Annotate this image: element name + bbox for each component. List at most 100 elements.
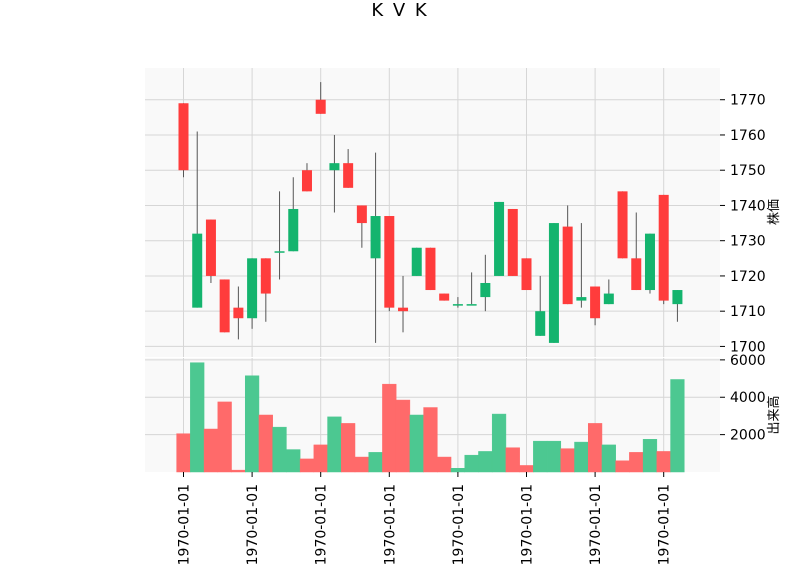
volume-bar xyxy=(368,452,383,473)
volume-bar xyxy=(478,451,493,473)
volume-bar xyxy=(670,379,685,473)
price-tick-label: 1710 xyxy=(730,304,766,320)
date-tick-label: 1970-01-01 xyxy=(588,484,604,565)
price-panel-background xyxy=(145,68,720,357)
price-axis-label: 株価 xyxy=(767,199,782,225)
candle-body xyxy=(452,304,463,306)
volume-bar xyxy=(327,416,342,473)
candle-body xyxy=(233,307,244,319)
candle-body xyxy=(192,233,203,308)
date-tick-label: 1970-01-01 xyxy=(177,484,193,565)
volume-bar xyxy=(354,456,369,473)
volume-bar xyxy=(491,413,507,473)
volume-bar xyxy=(231,469,246,473)
volume-bar xyxy=(615,460,630,473)
candle-body xyxy=(617,191,628,259)
date-tick-label: 1970-01-01 xyxy=(657,484,673,565)
candle-body xyxy=(631,258,642,291)
volume-bar xyxy=(560,448,575,473)
volume-tick-label: 4000 xyxy=(730,390,766,406)
candle-body xyxy=(260,258,271,294)
volume-tick-label: 2000 xyxy=(730,428,766,444)
candle-body xyxy=(398,307,409,312)
candle-body xyxy=(301,170,312,192)
candle-body xyxy=(288,208,299,252)
candle-body xyxy=(548,223,559,343)
volume-bar xyxy=(450,468,466,473)
volume-bar xyxy=(642,439,658,473)
volume-bar xyxy=(258,414,273,473)
candle-body xyxy=(507,208,518,276)
candle-body xyxy=(219,279,230,333)
volume-bar xyxy=(533,440,548,473)
candle-body xyxy=(466,304,477,306)
candle-body xyxy=(644,233,655,291)
volume-bar xyxy=(629,452,644,473)
candle-body xyxy=(521,258,532,291)
volume-bar xyxy=(341,423,356,473)
price-tick-label: 1700 xyxy=(730,339,766,355)
volume-bar xyxy=(286,449,301,473)
date-tick-label: 1970-01-01 xyxy=(520,484,536,565)
candle-body xyxy=(425,247,436,291)
candle-body xyxy=(562,226,573,305)
volume-bar xyxy=(203,428,219,473)
candle-body xyxy=(535,311,546,336)
candle-body xyxy=(411,247,422,276)
volume-bar xyxy=(217,401,232,473)
chart-title: K V K xyxy=(371,0,428,21)
price-axis-ticks: 1700 1710 1720 1730 1740 1750 1760 1770 xyxy=(720,93,766,355)
candles xyxy=(178,82,683,343)
volume-tick-label: 6000 xyxy=(730,353,766,369)
candle-body xyxy=(274,251,285,253)
volume-axis-label: 出来高 xyxy=(766,395,782,434)
volume-bar xyxy=(464,454,479,473)
date-tick-label: 1970-01-01 xyxy=(451,484,467,565)
volume-bar xyxy=(190,362,205,473)
candle-body xyxy=(315,99,326,114)
candle-body xyxy=(494,201,505,276)
candle-body xyxy=(658,194,669,301)
date-tick-label: 1970-01-01 xyxy=(382,484,398,565)
candle-body xyxy=(603,293,614,305)
volume-bar xyxy=(299,458,315,473)
price-tick-label: 1730 xyxy=(730,234,766,250)
date-tick-label: 1970-01-01 xyxy=(245,484,261,565)
candle-body xyxy=(576,297,587,301)
volume-bars xyxy=(176,362,685,473)
price-tick-label: 1750 xyxy=(730,163,766,179)
volume-bar xyxy=(437,456,452,473)
candle-body xyxy=(672,290,683,305)
candle-body xyxy=(356,205,367,224)
candle-body xyxy=(247,258,258,319)
date-axis-ticks: 1970-01-01 1970-01-01 1970-01-01 1970-01-01… xyxy=(177,472,673,565)
volume-bar xyxy=(382,383,397,473)
candle-body xyxy=(178,103,189,171)
volume-bar xyxy=(505,447,520,473)
volume-bar xyxy=(272,426,287,473)
candle-body xyxy=(370,216,381,259)
price-tick-label: 1760 xyxy=(730,128,766,144)
candle-body xyxy=(590,286,601,319)
price-tick-label: 1740 xyxy=(730,198,766,214)
volume-bar xyxy=(409,414,424,473)
candle-body xyxy=(384,216,395,308)
volume-bar xyxy=(519,465,534,473)
candle-body xyxy=(343,163,354,188)
volume-axis-ticks: 2000 4000 6000 xyxy=(720,353,766,444)
volume-bar xyxy=(423,407,438,473)
date-tick-label: 1970-01-01 xyxy=(314,484,330,565)
candle-body xyxy=(329,163,340,171)
volume-bar xyxy=(313,444,328,473)
candle-body xyxy=(480,282,491,298)
volume-bar xyxy=(395,399,411,473)
volume-bar xyxy=(587,423,603,473)
volume-bar xyxy=(244,375,260,473)
candle-body xyxy=(439,293,450,301)
volume-bar xyxy=(574,441,589,473)
price-tick-label: 1770 xyxy=(730,93,766,109)
price-tick-label: 1720 xyxy=(730,269,766,285)
volume-bar xyxy=(656,451,671,473)
volume-bar xyxy=(176,433,191,473)
